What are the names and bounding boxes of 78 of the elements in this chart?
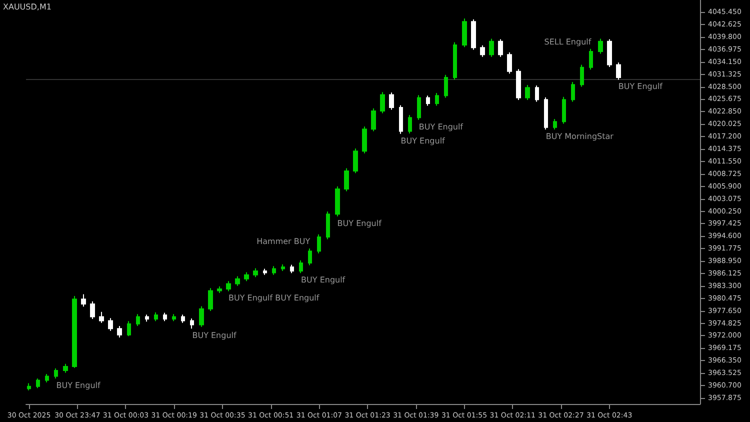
candlestick [244,272,249,282]
candlestick [480,44,485,58]
candlestick [317,234,321,254]
candlestick [326,210,330,240]
candlestick [389,92,394,110]
candlestick [108,318,113,332]
candlestick [498,38,503,58]
candlestick [335,186,340,217]
annotation: Hammer BUY [256,236,310,246]
annotation: BUY MorningStar [546,132,614,142]
candlestick [353,148,358,174]
annotation: BUY Engulf [337,218,382,228]
candlestick [462,18,467,48]
candlestick [371,108,376,132]
candlestick [290,264,294,274]
annotation: BUY Engulf [618,82,663,92]
candlestick [544,96,548,130]
candlestick [226,280,231,292]
candlestick [127,320,131,337]
candlestick [81,294,86,308]
annotation: BUY Engulf [192,331,237,340]
candlestick [117,326,122,338]
candlestick [163,312,167,322]
chart-title: XAUUSD,M1 [3,2,52,12]
annotation: BUY Engulf [56,380,100,390]
candlestick [27,382,31,391]
candlestick [507,52,512,74]
candlestick [45,374,49,383]
candlestick [435,92,439,106]
candlestick [525,84,530,101]
candlestick [616,62,621,80]
candlestick [72,296,77,368]
candlestick [181,314,185,324]
candlestick [471,18,476,50]
candlestick [362,126,367,154]
candlestick [145,314,149,322]
annotation: BUY Engulf BUY Engulf [228,294,320,303]
annotation: BUY Engulf [418,122,464,132]
candlestick [90,300,95,320]
candlestick [263,268,267,276]
candlestick [99,311,104,324]
candlestick [172,314,176,322]
candlestick [380,92,385,114]
candlestick [190,318,194,330]
annotation: BUY Engulf [400,136,446,146]
candlestick [607,38,612,68]
candlestick [299,260,303,274]
candlestick [399,104,403,134]
annotation: BUY Engulf [301,276,346,285]
candlestick [253,268,258,278]
candlestick [535,84,539,102]
candlestick [235,276,240,286]
candlestick [63,363,68,374]
candlestick [553,118,557,130]
candlestick [598,38,603,54]
candlestick [208,288,213,312]
candlestick [136,314,140,327]
candlestick [489,38,494,58]
candlestick [417,94,421,120]
candlestick [36,378,40,389]
candlestick [272,266,276,276]
candlestick [562,96,566,124]
candlestick [281,264,285,272]
candlestick [199,306,204,328]
candlestick [426,95,430,106]
candlestick [580,64,584,88]
candlestick [217,286,222,294]
candlestick [571,81,575,102]
candlestick [516,68,521,101]
candlestick [54,368,58,379]
candlestick [453,42,457,80]
candlestick [154,312,158,322]
candlestick [408,114,412,134]
candlestick [444,74,448,98]
candlestick [308,248,312,266]
candlestick [344,168,349,192]
annotation: SELL Engulf [544,37,592,46]
candlestick [589,48,593,70]
